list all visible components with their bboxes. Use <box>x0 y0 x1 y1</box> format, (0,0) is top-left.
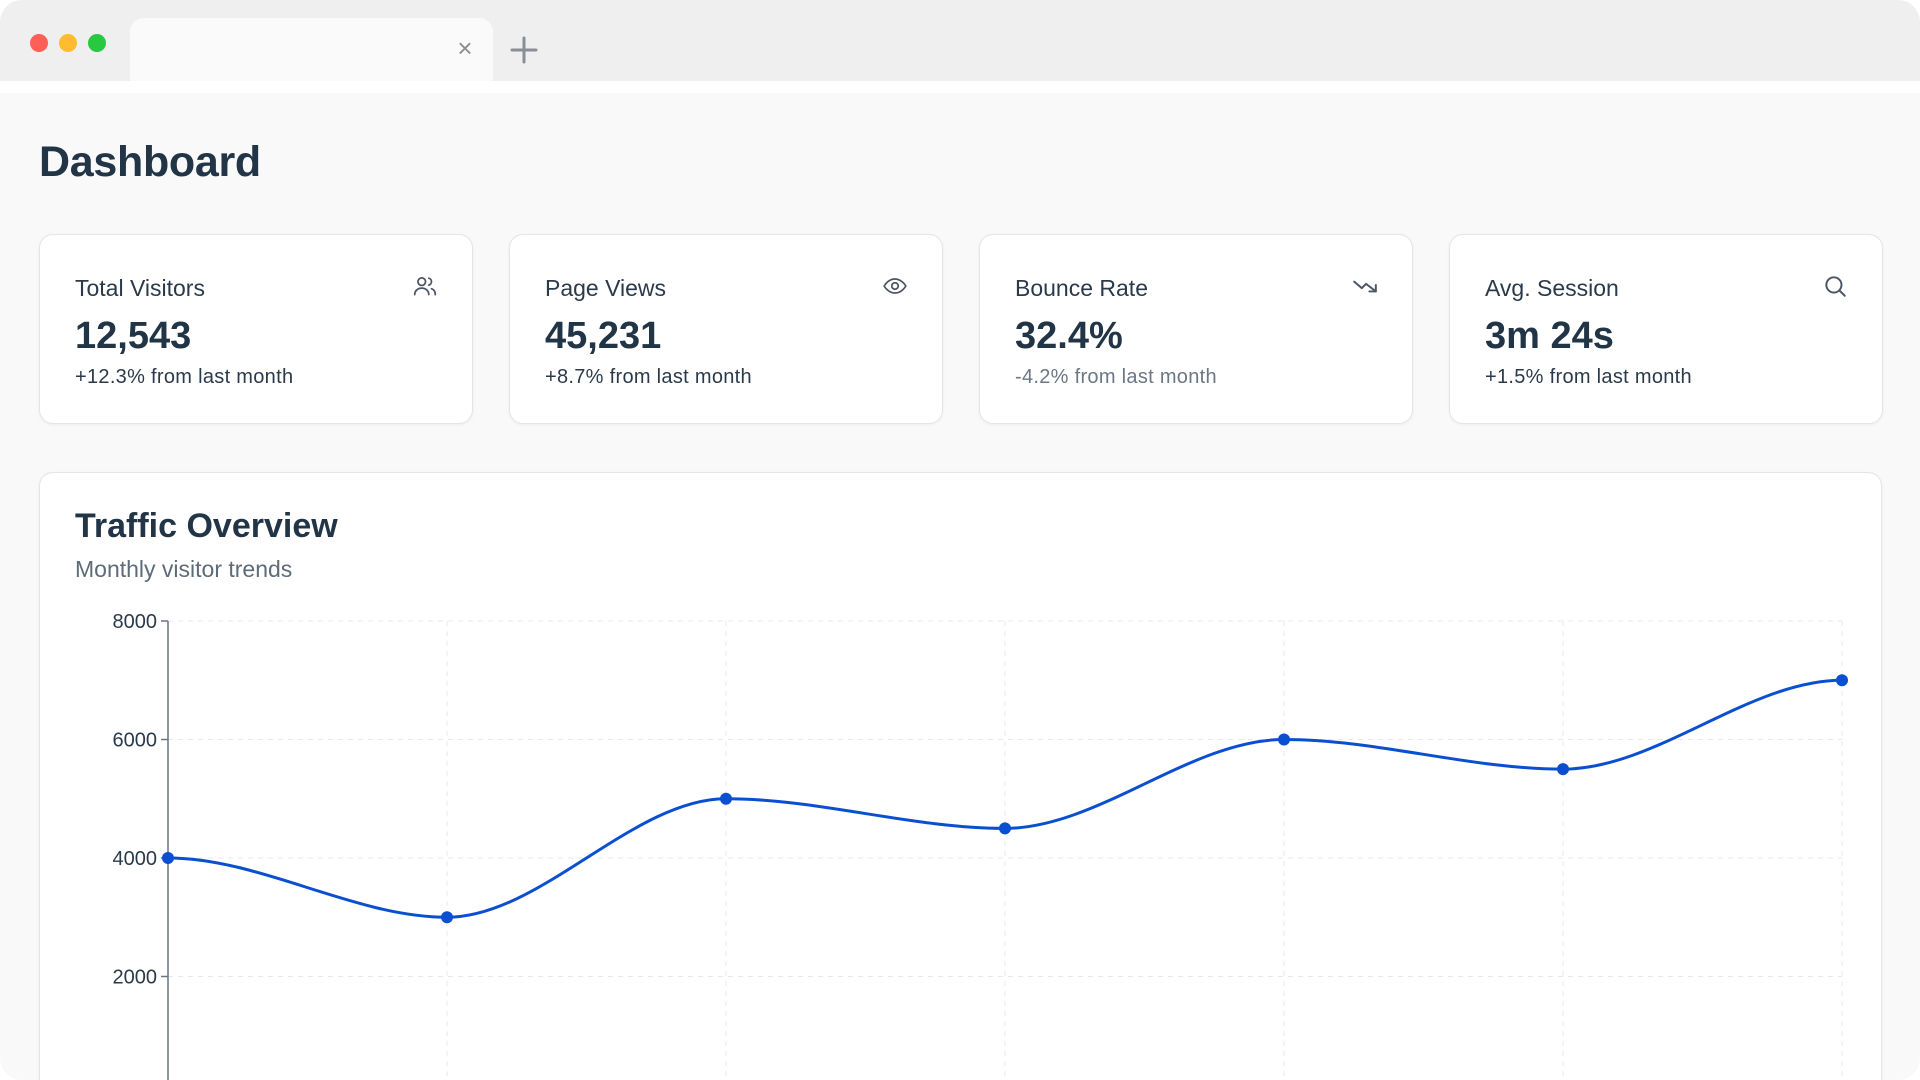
users-icon <box>412 273 438 299</box>
data-point <box>1557 763 1569 776</box>
close-window-button[interactable] <box>30 34 48 52</box>
stat-card-change: +12.3% from last month <box>75 366 294 388</box>
minimize-window-button[interactable] <box>59 34 77 52</box>
page-title: Dashboard <box>39 138 261 186</box>
close-tab-icon[interactable]: × <box>457 33 473 63</box>
maximize-window-button[interactable] <box>88 34 106 52</box>
traffic-overview-panel: Traffic Overview Monthly visitor trends … <box>39 472 1882 1080</box>
data-point <box>162 852 174 864</box>
stat-card-value: 32.4% <box>1015 315 1123 357</box>
browser-chrome: × <box>0 0 1920 81</box>
stat-card-label: Total Visitors <box>75 275 205 301</box>
stat-card-change: +1.5% from last month <box>1485 366 1692 388</box>
page-content: Dashboard Total Visitors 12,543 +12.3% f… <box>0 93 1920 1080</box>
stat-card-value: 12,543 <box>75 315 192 357</box>
data-point <box>1836 674 1848 687</box>
traffic-line-chart: 02000400060008000JanFebMarAprMayJunJul <box>113 611 1848 1080</box>
trending-down-icon <box>1352 273 1378 299</box>
traffic-overview-title: Traffic Overview <box>75 507 338 545</box>
eye-icon <box>882 273 908 299</box>
data-point <box>1278 733 1290 746</box>
stat-card-value: 3m 24s <box>1485 315 1614 357</box>
data-point <box>720 792 732 805</box>
stat-card-value: 45,231 <box>545 315 662 357</box>
search-icon <box>1822 273 1848 299</box>
plus-icon[interactable] <box>508 34 540 66</box>
traffic-overview-subtitle: Monthly visitor trends <box>75 556 293 582</box>
stat-card-change: +8.7% from last month <box>545 366 752 388</box>
data-point <box>999 822 1011 835</box>
y-axis-tick-label: 6000 <box>113 730 158 752</box>
y-axis-tick-label: 4000 <box>113 848 158 870</box>
stat-card-bounce-rate: Bounce Rate 32.4% -4.2% from last month <box>979 234 1413 424</box>
y-axis-tick-label: 2000 <box>113 967 158 989</box>
y-axis-tick-label: 8000 <box>113 611 158 633</box>
stat-card-label: Page Views <box>545 275 667 301</box>
stat-card-label: Bounce Rate <box>1015 275 1148 301</box>
stat-card-label: Avg. Session <box>1485 275 1619 301</box>
stat-card-page-views: Page Views 45,231 +8.7% from last month <box>509 234 943 424</box>
data-point <box>441 911 453 924</box>
browser-tab[interactable]: × <box>130 18 493 81</box>
stat-card-total-visitors: Total Visitors 12,543 +12.3% from last m… <box>39 234 473 424</box>
stat-card-change: -4.2% from last month <box>1015 366 1217 388</box>
stat-card-avg-session: Avg. Session 3m 24s +1.5% from last mont… <box>1449 234 1883 424</box>
